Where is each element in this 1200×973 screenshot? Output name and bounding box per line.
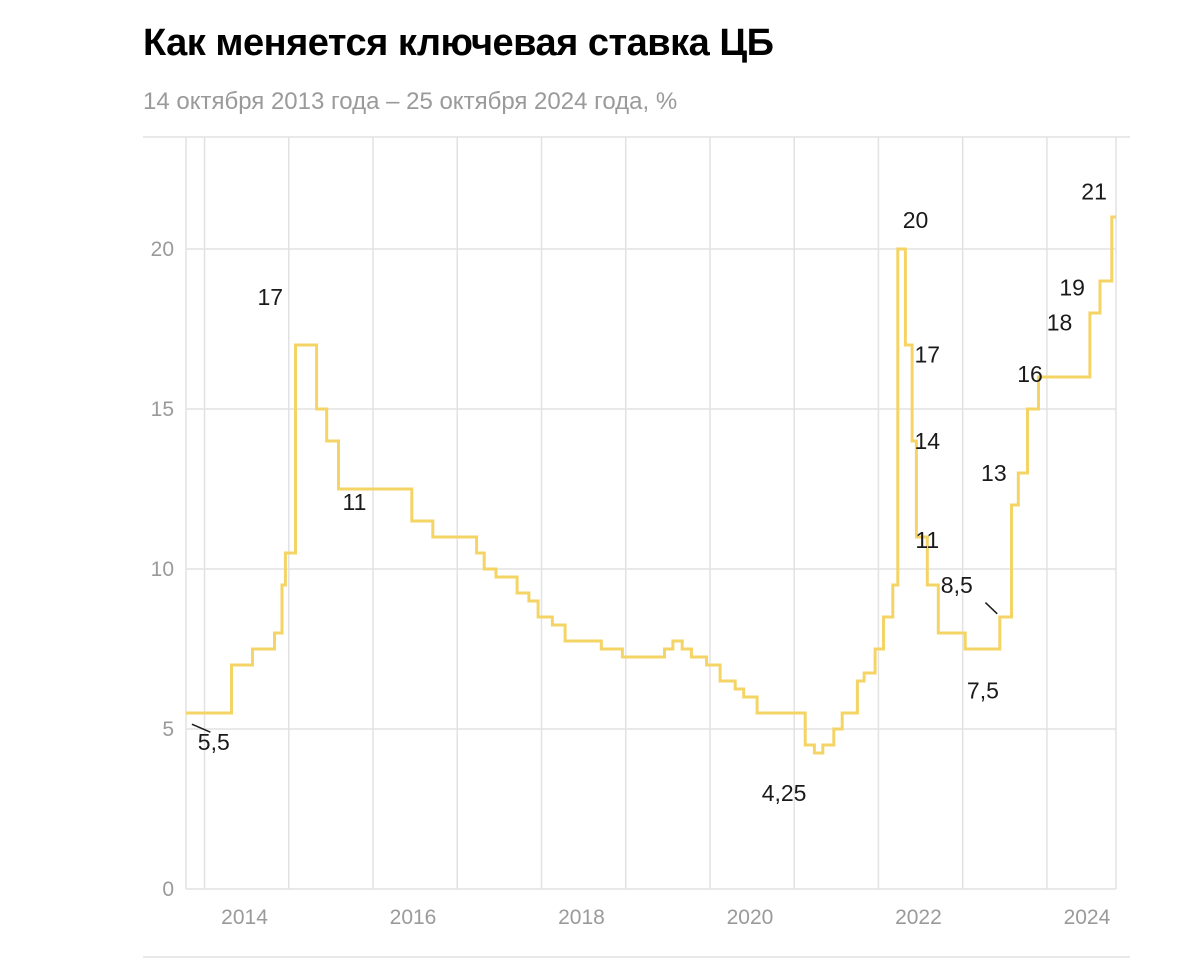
data-label: 16 <box>1017 361 1043 387</box>
grid <box>143 136 1130 958</box>
x-tick-label: 2020 <box>727 906 774 929</box>
data-label: 17 <box>915 342 941 368</box>
key-rate-line <box>186 215 1116 755</box>
data-label: 4,25 <box>762 780 807 806</box>
annotation-leader <box>191 723 211 733</box>
data-label: 13 <box>981 460 1007 486</box>
data-label: 17 <box>257 284 283 310</box>
data-label: 11 <box>915 527 939 553</box>
y-tick-label: 5 <box>162 718 174 741</box>
x-tick-label: 2022 <box>895 906 942 929</box>
data-label: 21 <box>1081 178 1107 204</box>
y-tick-label: 20 <box>151 238 174 261</box>
x-tick-label: 2016 <box>390 906 437 929</box>
data-label: 19 <box>1059 274 1085 300</box>
chart-subtitle: 14 октября 2013 года – 25 октября 2024 г… <box>143 88 678 115</box>
y-tick-label: 0 <box>162 878 174 901</box>
data-label: 8,5 <box>941 572 973 598</box>
x-tick-label: 2014 <box>221 906 268 929</box>
data-label: 7,5 <box>967 678 999 704</box>
y-tick-label: 10 <box>151 558 174 581</box>
x-tick-label: 2018 <box>558 906 605 929</box>
data-label: 18 <box>1047 310 1073 336</box>
chart-title: Как меняется ключевая ставка ЦБ <box>143 22 774 64</box>
annotation-leader <box>984 602 998 615</box>
series <box>186 215 1116 755</box>
y-tick-label: 15 <box>151 398 174 421</box>
data-label: 5,5 <box>198 729 230 755</box>
data-label: 14 <box>915 428 941 454</box>
x-tick-label: 2024 <box>1064 906 1111 929</box>
axis-ticks: 0 5 10 15 20 2014 2016 2018 2020 2022 2024 <box>151 238 1111 929</box>
data-label: 11 <box>343 489 367 515</box>
data-label: 20 <box>903 207 929 233</box>
